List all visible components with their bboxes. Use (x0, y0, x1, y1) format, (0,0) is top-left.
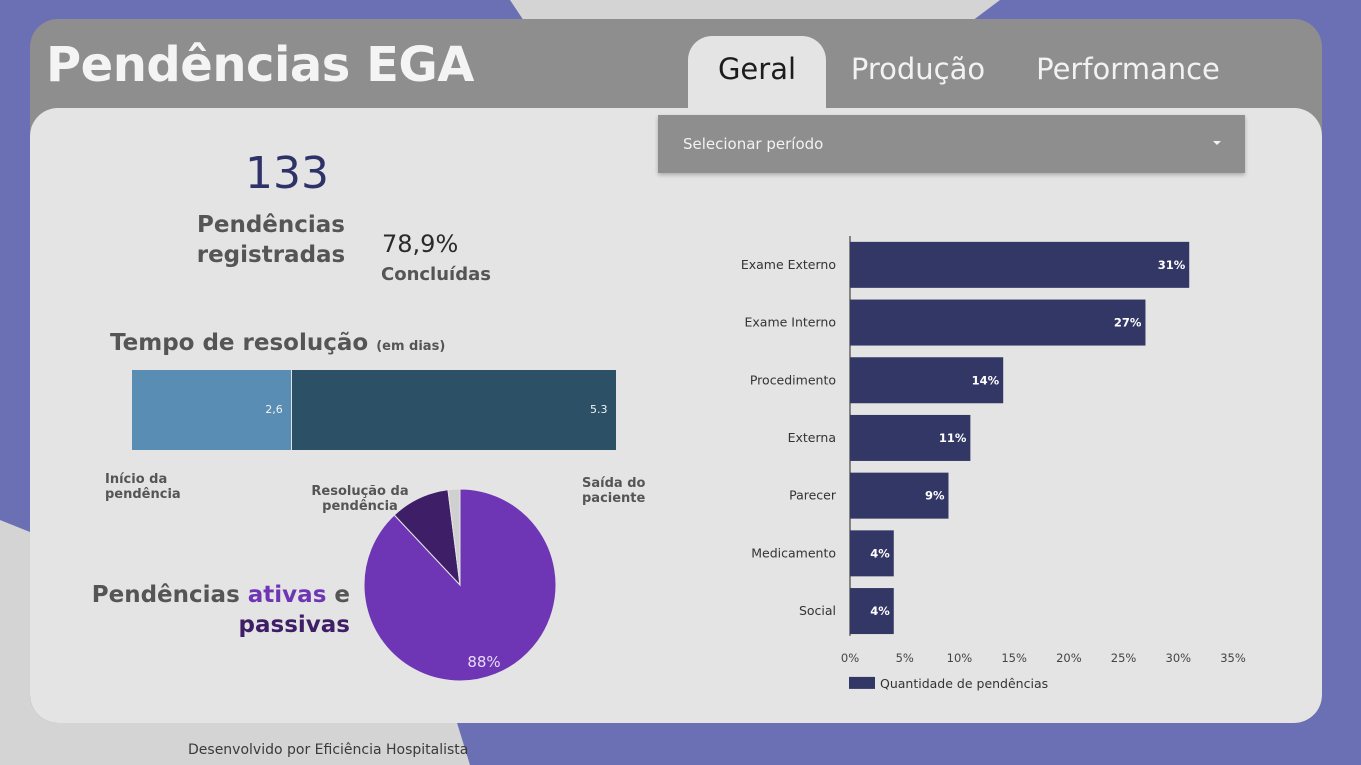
chart-bar-value-label: 31% (1158, 258, 1186, 272)
chart-bar (850, 299, 1146, 346)
total-label-line2: registradas (196, 242, 346, 268)
chart-bar (850, 357, 1004, 404)
pie-title-active: ativas (247, 582, 327, 608)
chart-x-tick-label: 15% (1001, 651, 1027, 665)
period-select-placeholder: Selecionar período (683, 135, 824, 153)
total-pendencias-label: Pendências registradas (196, 210, 346, 270)
chart-bar-value-label: 27% (1114, 316, 1142, 330)
label-inicio-line2: pendência (105, 487, 181, 502)
chart-bar (850, 530, 894, 577)
pendencias-by-type-bar-chart: Exame Externo 31% Exame Interno 27% Procedim… (741, 236, 1246, 691)
chart-x-tick-label: 5% (896, 651, 914, 665)
resolution-title-unit: (em dias) (376, 339, 446, 354)
chart-legend-swatch (849, 676, 875, 689)
concluidas-value: 78,9% (382, 230, 459, 258)
total-pendencias-value: 133 (245, 148, 329, 199)
chart-bar-value-label: 4% (870, 546, 890, 560)
period-select[interactable]: Selecionar período (658, 115, 1245, 173)
resolution-title-text: Tempo de resolução (110, 330, 369, 356)
label-inicio-pendencia: Início da pendência (105, 472, 181, 502)
chart-category-label: Social (799, 603, 836, 618)
label-saida-line1: Saída do (582, 476, 646, 491)
chart-bar (850, 241, 1190, 288)
label-inicio-line1: Início da (105, 472, 168, 487)
total-label-line1: Pendências (197, 212, 345, 238)
chart-bar-value-label: 9% (925, 489, 945, 503)
chart-bar-value-label: 11% (939, 431, 967, 445)
page-title: Pendências EGA (46, 37, 474, 93)
chart-category-label: Externa (788, 430, 836, 445)
active-passive-pie-chart: 88% (363, 488, 557, 682)
footer-credit: Desenvolvido por Eficiência Hospitalista (188, 742, 469, 758)
resolution-segment-end (291, 370, 616, 450)
chart-x-tick-label: 0% (841, 651, 859, 665)
pie-title-line1: Pendências ativas e (60, 580, 350, 610)
chart-x-tick-label: 20% (1056, 651, 1082, 665)
concluidas-label: Concluídas (381, 264, 491, 285)
chart-bar (850, 414, 971, 461)
chart-category-label: Parecer (789, 488, 837, 503)
chart-category-label: Exame Interno (745, 315, 837, 330)
label-resolucao-line2: pendência (322, 499, 398, 514)
chart-category-label: Medicamento (751, 545, 836, 560)
chart-x-tick-label: 35% (1220, 651, 1246, 665)
chart-bar (850, 472, 949, 519)
chart-bar-value-label: 14% (972, 373, 1000, 387)
chart-x-tick-label: 30% (1166, 651, 1192, 665)
label-resolucao-line1: Resolução da (311, 484, 409, 499)
pie-title-part1: Pendências (91, 582, 248, 608)
pie-title-part2: e (326, 582, 350, 608)
chart-category-label: Procedimento (750, 372, 836, 387)
chart-x-tick-label: 25% (1111, 651, 1137, 665)
resolution-segment-start-value: 2,6 (265, 403, 283, 416)
chart-bar (850, 588, 894, 635)
resolution-segment-end-value: 5.3 (590, 403, 608, 416)
tab-geral[interactable]: Geral (688, 36, 826, 108)
chevron-down-icon (1213, 141, 1221, 145)
label-saida-line2: paciente (582, 491, 646, 506)
label-saida-paciente: Saída do paciente (582, 476, 645, 506)
chart-legend-label: Quantidade de pendências (880, 676, 1048, 691)
tab-performance[interactable]: Performance (1036, 52, 1220, 86)
resolution-title: Tempo de resolução (em dias) (110, 330, 445, 356)
tab-producao[interactable]: Produção (850, 52, 986, 86)
chart-category-label: Exame Externo (741, 257, 836, 272)
chart-bar-value-label: 4% (870, 604, 890, 618)
label-resolucao-pendencia: Resolução da pendência (300, 484, 420, 514)
pie-title: Pendências ativas e passivas (60, 580, 350, 640)
pie-title-passive: passivas (238, 612, 350, 638)
pie-slice-active-label: 88% (467, 653, 500, 671)
resolution-segment-start (132, 370, 292, 450)
chart-x-tick-label: 10% (947, 651, 973, 665)
pie-slice-other (447, 488, 461, 586)
